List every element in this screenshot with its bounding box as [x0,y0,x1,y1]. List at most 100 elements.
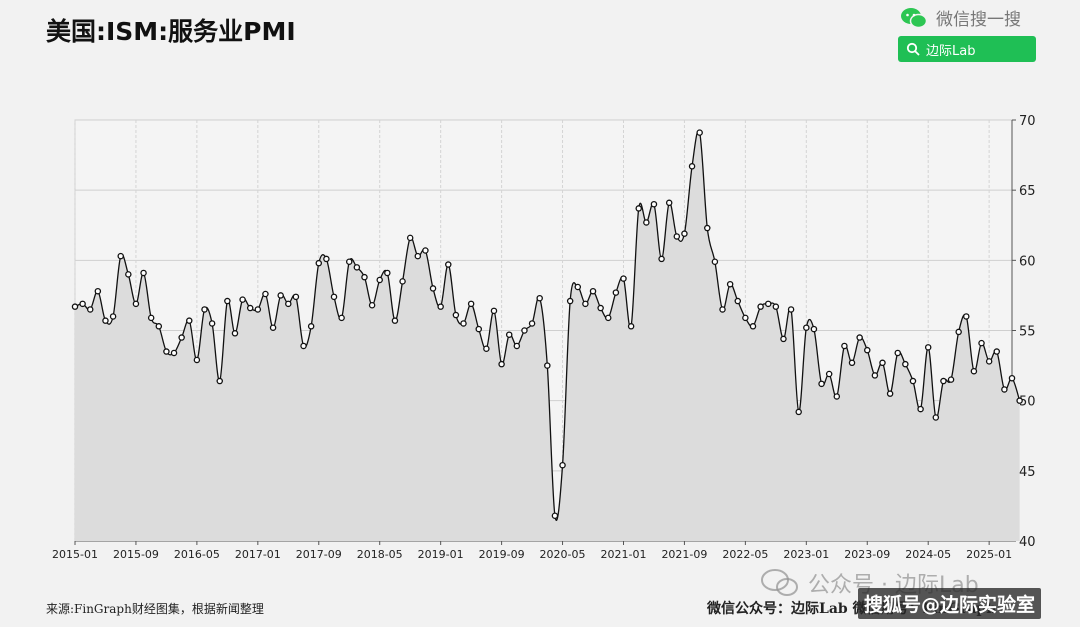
data-point [475,325,482,333]
data-point [224,297,231,305]
data-point [345,258,353,265]
x-tick-label: 2018-05 [357,548,403,561]
data-point [978,339,985,347]
data-point [620,275,627,282]
data-point [924,344,932,351]
data-point [772,303,780,310]
data-point [574,283,582,291]
data-point [940,377,947,385]
data-point [254,306,262,313]
data-point [445,261,452,268]
data-point [338,314,345,322]
data-point [422,247,429,254]
y-tick-label: 45 [1019,465,1036,480]
data-point [1008,374,1016,382]
data-point [277,292,284,299]
data-point [985,358,993,365]
data-point [140,269,147,277]
data-point [505,331,513,338]
data-point [536,294,543,302]
data-point [231,330,239,337]
y-tick-label: 40 [1019,535,1036,550]
data-point [186,317,193,324]
x-tick-label: 2021-01 [601,548,647,561]
data-point [125,271,132,278]
data-point [864,346,871,354]
data-point [399,278,406,285]
data-point [749,323,757,330]
data-point [643,219,650,226]
data-point [795,408,802,416]
x-tick-label: 2015-09 [113,548,159,561]
data-point [406,234,414,242]
x-tick-label: 2020-05 [540,548,586,561]
data-point [490,307,498,315]
wechat-icon [901,7,928,28]
data-point [879,359,886,367]
data-point [597,304,604,312]
data-point [269,324,277,331]
data-point [178,334,185,341]
data-point [696,129,703,136]
data-point [909,377,917,385]
x-tick-label: 2021-09 [661,548,707,561]
search-button[interactable]: 边际Lab [898,36,1036,62]
data-point [787,306,795,313]
wechat-watermark-icon [761,569,798,596]
x-tick-label: 2017-09 [296,548,342,561]
data-point [109,313,117,320]
data-point [544,362,551,369]
series-area [75,130,1020,541]
data-point [1016,397,1023,404]
x-tick-label: 2019-09 [479,548,525,561]
x-tick-label: 2023-09 [844,548,890,561]
data-point [711,258,719,265]
data-point [437,303,444,310]
data-point [780,335,787,343]
data-point [246,304,254,312]
data-point [216,377,223,385]
data-point [102,317,109,324]
data-point [963,313,970,320]
data-point [886,390,894,397]
data-point [452,311,460,319]
data-point [757,303,764,310]
data-point [498,360,505,368]
data-point [566,297,574,305]
data-point [361,273,368,281]
data-point [726,280,734,288]
data-point [94,287,102,295]
data-point [810,325,818,333]
data-point [582,300,589,308]
data-point [818,380,825,388]
y-tick-label: 70 [1019,114,1036,129]
y-tick-label: 50 [1019,395,1036,410]
data-point [688,163,696,170]
data-point [71,303,79,310]
data-point [528,320,536,327]
x-tick-label: 2025-01 [966,548,1012,561]
data-point [155,323,163,330]
data-point [589,287,597,295]
search-icon [906,42,920,56]
data-point [300,342,307,350]
x-tick-label: 2016-05 [174,548,220,561]
data-point [163,348,170,355]
data-point [193,356,201,364]
data-point [932,414,940,421]
data-point [513,342,521,350]
data-point [132,300,140,308]
data-point [848,359,856,367]
x-tick-label: 2022-05 [722,548,768,561]
wechat-search-badge[interactable]: 微信搜一搜 [900,5,1021,30]
data-point [612,289,620,296]
source-note: 来源:FinGraph财经图集，根据新闻整理 [46,602,264,616]
data-point [650,200,658,208]
data-point [201,306,208,313]
data-point [429,285,437,292]
data-point [719,306,726,313]
y-tick-label: 55 [1019,325,1036,340]
data-point [635,205,642,212]
x-tick-label: 2023-01 [783,548,829,561]
